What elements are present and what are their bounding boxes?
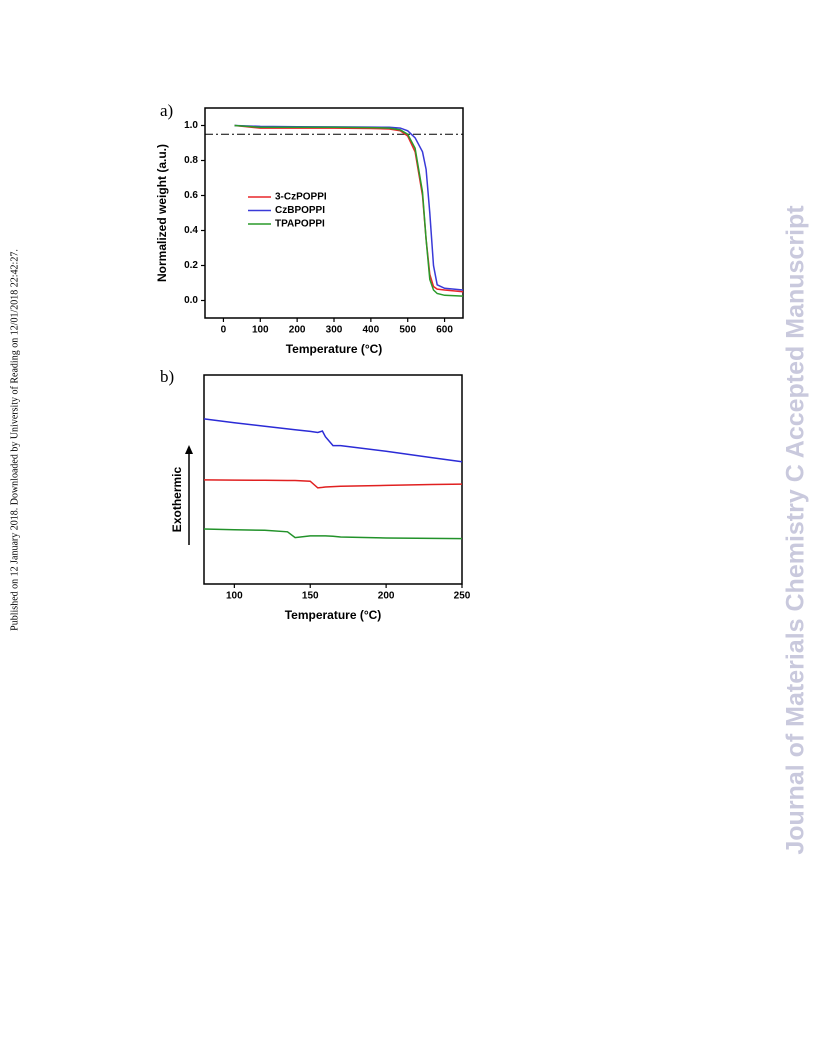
- side-note: Published on 12 January 2018. Downloaded…: [9, 249, 20, 631]
- x-axis-label: Temperature (°C): [285, 608, 382, 622]
- legend-label: TPAPOPPI: [275, 219, 325, 230]
- panel-label: b): [160, 367, 174, 386]
- y-tick-label: 1.0: [184, 120, 198, 131]
- x-axis-label: Temperature (°C): [286, 342, 383, 356]
- watermark: Journal of Materials Chemistry C Accepte…: [782, 205, 810, 855]
- x-tick-label: 200: [289, 325, 306, 336]
- y-tick-label: 0.8: [184, 155, 198, 166]
- y-tick-label: 0.0: [184, 295, 198, 306]
- data-line: [234, 124, 464, 293]
- y-tick-label: 0.6: [184, 190, 198, 201]
- y-tick-label: 0.2: [184, 260, 198, 271]
- x-tick-label: 600: [436, 325, 453, 336]
- x-tick-label: 100: [226, 591, 243, 602]
- plot-frame: [203, 374, 463, 585]
- legend-label: 3-CzPOPPI: [275, 192, 327, 203]
- x-tick-label: 300: [326, 325, 343, 336]
- x-tick-label: 400: [363, 325, 380, 336]
- data-line: [203, 418, 463, 463]
- x-tick-label: 150: [302, 591, 319, 602]
- data-line: [203, 479, 463, 489]
- legend-label: CzBPOPPI: [275, 205, 325, 216]
- data-line: [234, 124, 464, 297]
- panel-label: a): [160, 101, 173, 120]
- y-tick-label: 0.4: [184, 225, 198, 236]
- x-tick-label: 100: [252, 325, 269, 336]
- arrow-head: [185, 445, 193, 454]
- x-tick-label: 500: [399, 325, 416, 336]
- y-axis-label: Normalized weight (a.u.): [155, 144, 169, 282]
- x-tick-label: 250: [454, 591, 471, 602]
- y-axis-label: Exothermic: [170, 466, 184, 532]
- x-tick-label: 0: [221, 325, 227, 336]
- data-line: [203, 528, 463, 540]
- x-tick-label: 200: [378, 591, 395, 602]
